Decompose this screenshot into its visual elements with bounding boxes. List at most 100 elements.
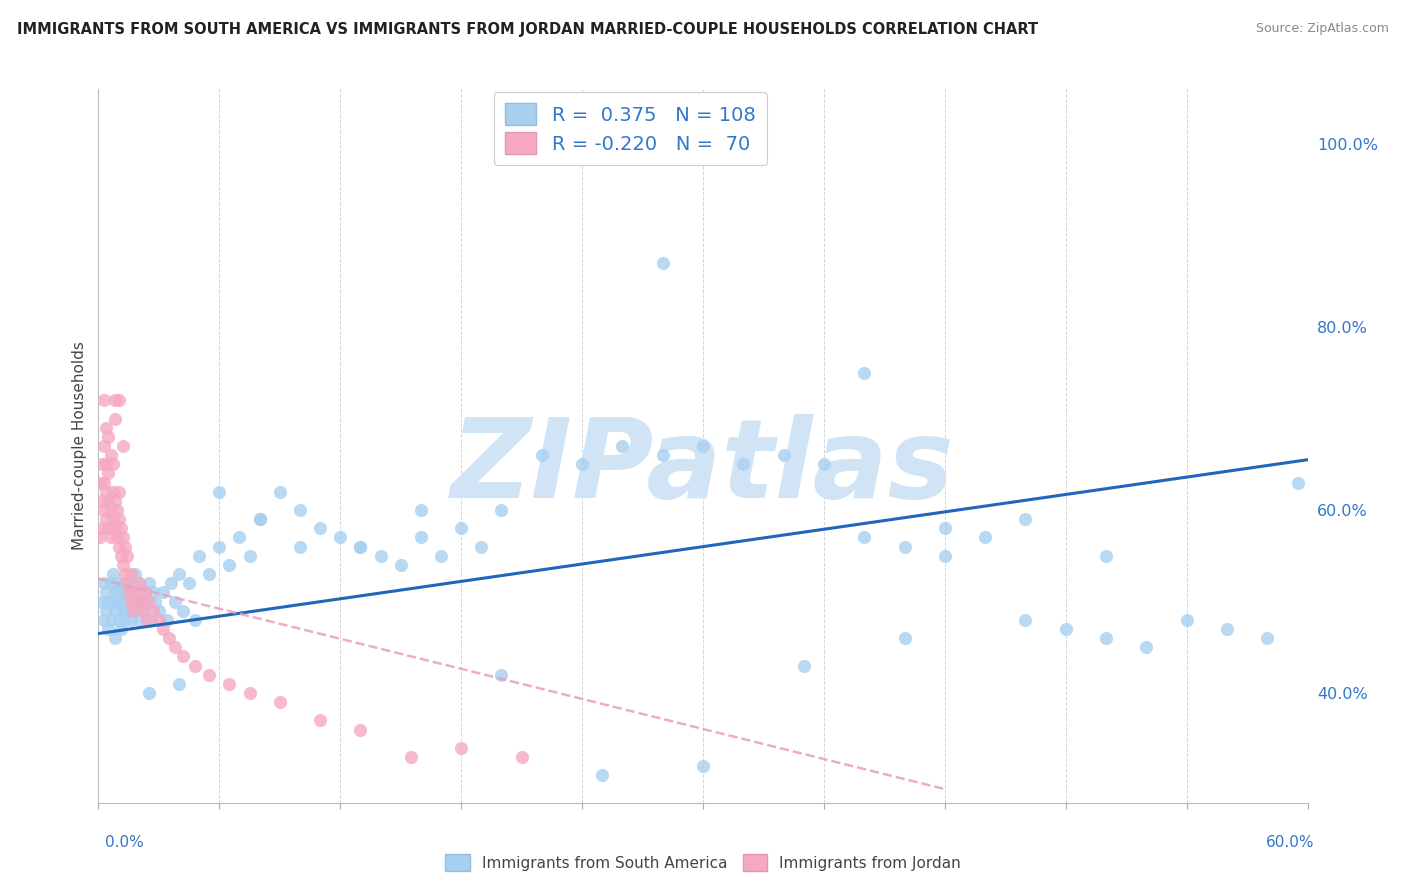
Point: [129, 594, 152, 608]
Point: [450, 521, 472, 535]
Point: [97, 594, 120, 608]
Point: [120, 567, 142, 582]
Point: [974, 531, 997, 545]
Point: [491, 667, 513, 681]
Point: [152, 585, 174, 599]
Point: [101, 512, 124, 526]
Point: [114, 567, 136, 582]
Point: [893, 631, 915, 645]
Point: [138, 686, 160, 700]
Point: [651, 448, 673, 462]
Point: [93, 576, 115, 591]
Point: [853, 366, 876, 380]
Point: [134, 585, 156, 599]
Point: [510, 750, 533, 764]
Point: [105, 531, 128, 545]
Point: [89, 531, 111, 545]
Text: ZIPatlas: ZIPatlas: [451, 414, 955, 521]
Point: [389, 558, 412, 572]
Point: [105, 594, 128, 608]
Point: [101, 458, 124, 472]
Point: [93, 613, 115, 627]
Point: [110, 521, 132, 535]
Point: [152, 622, 174, 636]
Point: [105, 576, 128, 591]
Point: [167, 677, 190, 691]
Text: 60.0%: 60.0%: [1267, 836, 1315, 850]
Point: [349, 540, 371, 554]
Point: [118, 585, 141, 599]
Point: [128, 613, 150, 627]
Point: [692, 759, 714, 773]
Point: [309, 714, 332, 728]
Point: [269, 484, 291, 499]
Point: [96, 420, 118, 434]
Point: [101, 484, 124, 499]
Point: [125, 594, 148, 608]
Point: [134, 585, 156, 599]
Point: [97, 430, 120, 444]
Point: [91, 521, 114, 535]
Point: [91, 458, 114, 472]
Point: [208, 484, 231, 499]
Point: [128, 576, 150, 591]
Point: [1054, 622, 1077, 636]
Point: [103, 494, 125, 508]
Point: [96, 512, 118, 526]
Point: [118, 576, 141, 591]
Point: [103, 604, 125, 618]
Text: IMMIGRANTS FROM SOUTH AMERICA VS IMMIGRANTS FROM JORDAN MARRIED-COUPLE HOUSEHOLD: IMMIGRANTS FROM SOUTH AMERICA VS IMMIGRA…: [17, 22, 1038, 37]
Point: [793, 658, 815, 673]
Point: [239, 549, 262, 563]
Point: [93, 475, 115, 490]
Point: [1135, 640, 1157, 655]
Point: [160, 576, 183, 591]
Point: [101, 567, 124, 582]
Text: Source: ZipAtlas.com: Source: ZipAtlas.com: [1256, 22, 1389, 36]
Point: [115, 549, 138, 563]
Point: [139, 613, 162, 627]
Point: [853, 531, 876, 545]
Point: [97, 622, 120, 636]
Point: [93, 393, 115, 408]
Point: [115, 604, 138, 618]
Y-axis label: Married-couple Households: Married-couple Households: [72, 342, 87, 550]
Point: [288, 503, 311, 517]
Point: [167, 567, 190, 582]
Point: [100, 503, 122, 517]
Point: [110, 549, 132, 563]
Point: [188, 549, 211, 563]
Point: [121, 585, 143, 599]
Legend: Immigrants from South America, Immigrants from Jordan: Immigrants from South America, Immigrant…: [439, 848, 967, 877]
Point: [124, 604, 146, 618]
Point: [121, 604, 143, 618]
Point: [198, 567, 221, 582]
Point: [184, 613, 207, 627]
Point: [97, 521, 120, 535]
Point: [107, 540, 129, 554]
Point: [111, 531, 134, 545]
Point: [115, 585, 138, 599]
Point: [120, 594, 142, 608]
Point: [107, 613, 129, 627]
Point: [772, 448, 794, 462]
Point: [125, 594, 148, 608]
Point: [1014, 512, 1036, 526]
Point: [157, 631, 180, 645]
Point: [124, 585, 146, 599]
Point: [97, 467, 120, 481]
Point: [103, 521, 125, 535]
Point: [107, 512, 129, 526]
Point: [100, 448, 122, 462]
Point: [96, 458, 118, 472]
Point: [470, 540, 492, 554]
Point: [100, 531, 122, 545]
Point: [93, 503, 115, 517]
Point: [103, 411, 125, 425]
Point: [198, 667, 221, 681]
Point: [172, 649, 194, 664]
Point: [1095, 549, 1118, 563]
Point: [409, 503, 432, 517]
Point: [530, 448, 553, 462]
Point: [349, 540, 371, 554]
